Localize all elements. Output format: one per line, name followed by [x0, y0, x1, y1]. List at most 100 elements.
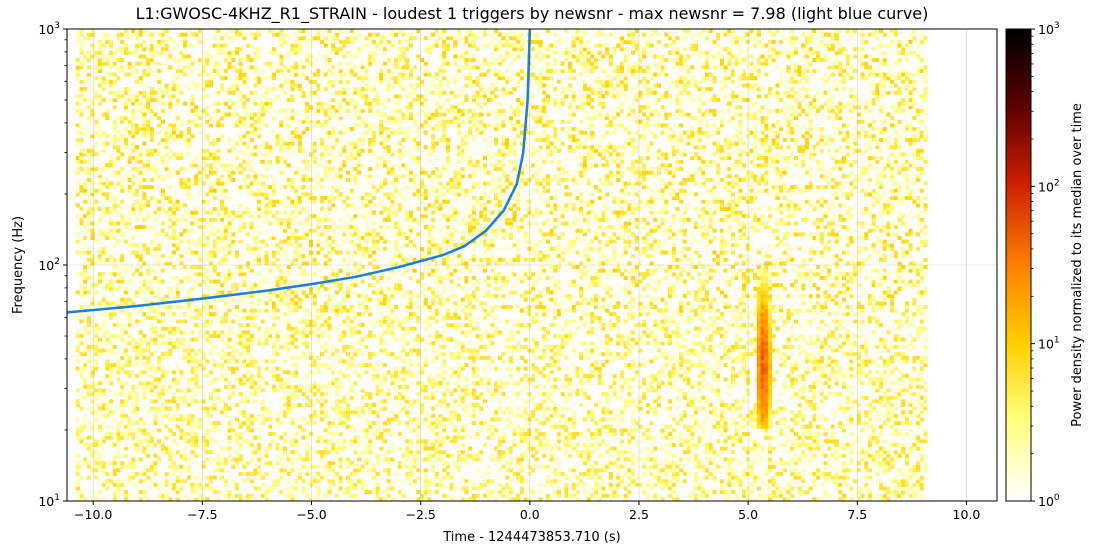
heatmap-cell	[353, 109, 357, 113]
heatmap-cell	[290, 200, 294, 204]
heatmap-cell	[309, 421, 313, 425]
heatmap-cell	[283, 185, 287, 189]
heatmap-cell	[231, 29, 235, 33]
heatmap-cell	[113, 163, 117, 167]
heatmap-cell	[339, 330, 343, 334]
heatmap-cell	[131, 494, 135, 498]
heatmap-cell	[76, 167, 80, 171]
heatmap-cell	[298, 236, 302, 240]
heatmap-cell	[76, 399, 80, 403]
heatmap-cell	[316, 51, 320, 55]
heatmap-cell	[135, 356, 139, 360]
heatmap-cell	[213, 218, 217, 222]
heatmap-cell	[302, 149, 306, 153]
heatmap-cell	[405, 472, 409, 476]
heatmap-cell	[102, 134, 106, 138]
heatmap-cell	[153, 349, 157, 353]
heatmap-cell	[298, 301, 302, 305]
heatmap-cell	[265, 330, 269, 334]
heatmap-cell	[109, 51, 113, 55]
heatmap-cell	[168, 134, 172, 138]
heatmap-cell	[287, 298, 291, 302]
heatmap-cell	[224, 232, 228, 236]
heatmap-cell	[135, 69, 139, 73]
heatmap-cell	[250, 76, 254, 80]
heatmap-cell	[265, 211, 269, 215]
heatmap-cell	[187, 381, 191, 385]
heatmap-cell	[342, 396, 346, 400]
heatmap-cell	[379, 163, 383, 167]
heatmap-cell	[105, 54, 109, 58]
heatmap-cell	[153, 454, 157, 458]
heatmap-cell	[376, 483, 380, 487]
heatmap-cell	[135, 385, 139, 389]
heatmap-cell	[324, 36, 328, 40]
heatmap-cell	[376, 414, 380, 418]
heatmap-cell	[246, 341, 250, 345]
heatmap-cell	[102, 142, 106, 146]
heatmap-cell	[305, 54, 309, 58]
heatmap-cell	[383, 113, 387, 117]
heatmap-cell	[109, 40, 113, 44]
heatmap-cell	[209, 181, 213, 185]
heatmap-cell	[98, 276, 102, 280]
heatmap-cell	[265, 87, 269, 91]
heatmap-cell	[142, 163, 146, 167]
heatmap-cell	[279, 345, 283, 349]
heatmap-cell	[176, 367, 180, 371]
heatmap-cell	[353, 221, 357, 225]
heatmap-cell	[213, 334, 217, 338]
heatmap-cell	[305, 374, 309, 378]
heatmap-cell	[87, 330, 91, 334]
heatmap-cell	[228, 428, 232, 432]
heatmap-cell	[179, 432, 183, 436]
heatmap-cell	[150, 247, 154, 251]
heatmap-cell	[98, 392, 102, 396]
heatmap-cell	[168, 36, 172, 40]
heatmap-cell	[205, 457, 209, 461]
heatmap-cell	[176, 98, 180, 102]
heatmap-cell	[79, 102, 83, 106]
heatmap-cell	[335, 138, 339, 142]
heatmap-cell	[272, 323, 276, 327]
heatmap-cell	[224, 352, 228, 356]
heatmap-cell	[235, 359, 239, 363]
heatmap-cell	[231, 91, 235, 95]
heatmap-cell	[357, 341, 361, 345]
heatmap-cell	[235, 349, 239, 353]
heatmap-cell	[176, 345, 180, 349]
heatmap-cell	[261, 421, 265, 425]
heatmap-cell	[387, 305, 391, 309]
heatmap-cell	[79, 214, 83, 218]
heatmap-cell	[231, 65, 235, 69]
heatmap-cell	[157, 305, 161, 309]
heatmap-cell	[250, 359, 254, 363]
heatmap-cell	[390, 109, 394, 113]
heatmap-cell	[146, 439, 150, 443]
heatmap-cell	[153, 258, 157, 262]
heatmap-cell	[139, 254, 143, 258]
heatmap-cell	[368, 214, 372, 218]
heatmap-cell	[76, 65, 80, 69]
heatmap-cell	[190, 428, 194, 432]
heatmap-cell	[242, 113, 246, 117]
heatmap-cell	[109, 65, 113, 69]
heatmap-cell	[383, 62, 387, 66]
heatmap-cell	[376, 98, 380, 102]
heatmap-cell	[272, 378, 276, 382]
heatmap-cell	[224, 410, 228, 414]
heatmap-cell	[91, 392, 95, 396]
heatmap-cell	[153, 174, 157, 178]
heatmap-cell	[320, 123, 324, 127]
heatmap-cell	[216, 73, 220, 77]
heatmap-cell	[390, 352, 394, 356]
heatmap-cell	[128, 465, 132, 469]
heatmap-cell	[153, 218, 157, 222]
heatmap-cell	[165, 102, 169, 106]
heatmap-cell	[213, 407, 217, 411]
heatmap-cell	[116, 272, 120, 276]
heatmap-cell	[316, 69, 320, 73]
heatmap-cell	[79, 167, 83, 171]
heatmap-cell	[179, 450, 183, 454]
heatmap-cell	[179, 338, 183, 342]
